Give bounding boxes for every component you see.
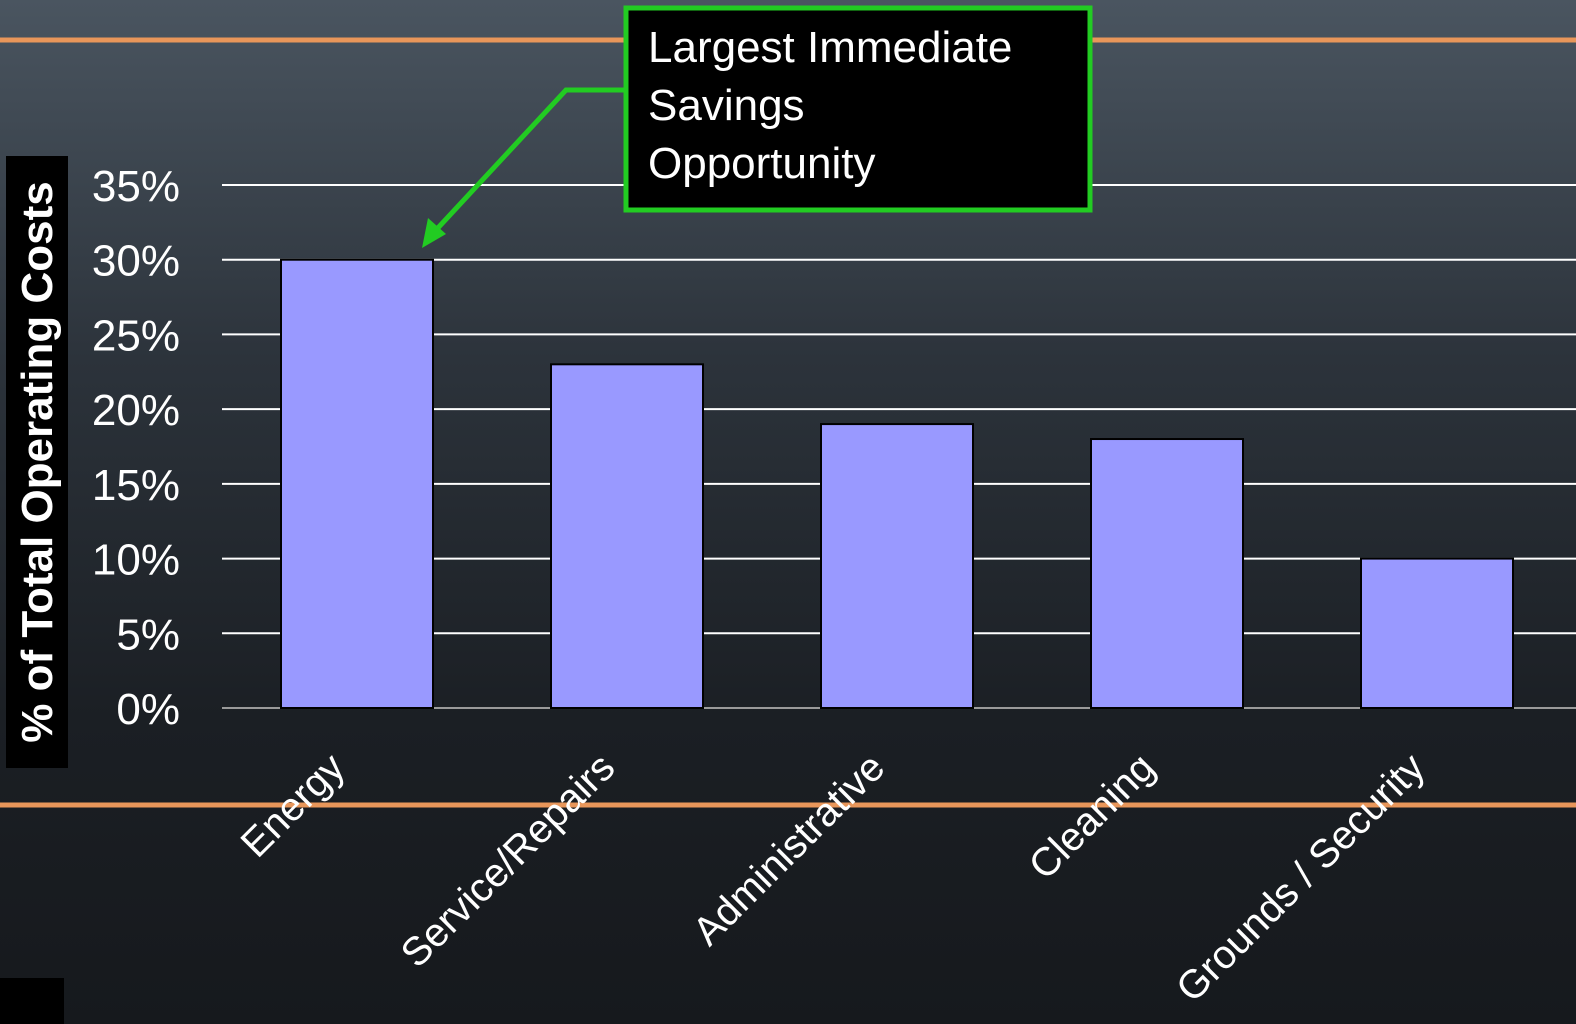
bar-cleaning [1090, 438, 1244, 709]
y-tick-label: 10% [92, 536, 180, 585]
bar-service-repairs [550, 363, 704, 709]
y-tick-label: 0% [116, 685, 180, 734]
category-labels: Energy Service/Repairs Administrative Clean… [233, 745, 1434, 1010]
category-label: Service/Repairs [393, 745, 624, 976]
ylabel-background [6, 156, 68, 768]
y-tick-label: 35% [92, 162, 180, 211]
y-tick-labels: 0% 5% 10% 15% 20% 25% 30% 35% [92, 162, 180, 734]
callout-line-2: Savings [648, 81, 805, 130]
callout-arrowhead [422, 218, 446, 248]
callout-arrow-line [434, 87, 628, 232]
callout-box [623, 5, 1093, 213]
y-tick-label: 15% [92, 461, 180, 510]
callout-line-3: Opportunity [648, 139, 875, 188]
y-tick-label: 5% [116, 610, 180, 659]
category-label: Administrative [685, 745, 894, 954]
y-tick-label: 25% [92, 311, 180, 360]
y-tick-label: 30% [92, 237, 180, 286]
y-axis-label: % of Total Operating Costs [13, 181, 62, 742]
bar-grounds-security [1360, 557, 1514, 709]
corner-block [0, 978, 64, 1024]
annotation-callout: Largest Immediate Savings Opportunity [422, 5, 1093, 248]
category-label: Cleaning [1021, 745, 1164, 888]
bars [280, 258, 1514, 709]
bar-energy [280, 258, 434, 709]
callout-line-1: Largest Immediate [648, 23, 1012, 72]
y-tick-label: 20% [92, 386, 180, 435]
bar-administrative [820, 423, 974, 709]
category-label: Grounds / Security [1168, 745, 1433, 1010]
